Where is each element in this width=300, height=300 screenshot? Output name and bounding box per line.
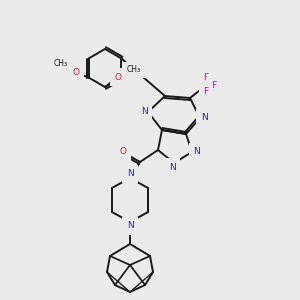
Text: F: F <box>203 86 208 95</box>
Text: O: O <box>72 68 79 77</box>
Text: CH₃: CH₃ <box>127 65 141 74</box>
Text: N: N <box>127 169 134 178</box>
Text: N: N <box>141 107 147 116</box>
Text: CH₃: CH₃ <box>53 59 68 68</box>
Text: O: O <box>119 148 127 157</box>
Text: N: N <box>169 163 176 172</box>
Text: N: N <box>127 221 134 230</box>
Text: N: N <box>194 148 200 157</box>
Text: O: O <box>115 73 122 82</box>
Text: N: N <box>201 113 207 122</box>
Text: F: F <box>203 74 208 82</box>
Text: F: F <box>212 80 217 89</box>
